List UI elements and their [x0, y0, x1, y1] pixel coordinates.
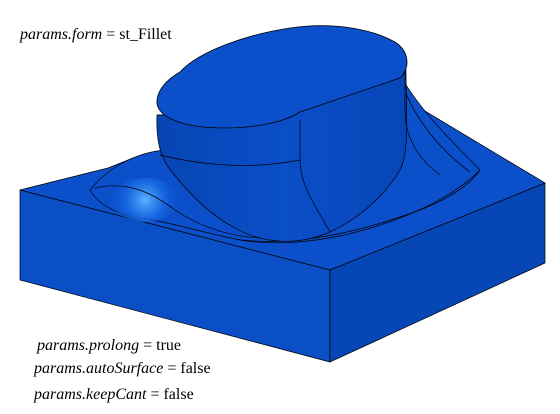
- param-prolong-equals: =: [143, 337, 153, 354]
- boss-top-face: [156, 25, 408, 129]
- param-form-label: params.form = st_Fillet: [20, 25, 172, 45]
- param-form-value: st_Fillet: [119, 26, 172, 43]
- param-keepcant-label: params.keepCant = false: [34, 385, 194, 405]
- param-prolong-name: params.prolong: [37, 337, 140, 354]
- param-keepcant-name: params.keepCant: [34, 386, 147, 403]
- param-form-equals: =: [106, 26, 116, 43]
- param-keepcant-equals: =: [150, 386, 160, 403]
- fillet-highlight: [111, 178, 179, 222]
- param-autosurface-name: params.autoSurface: [34, 360, 164, 377]
- param-prolong-value: true: [156, 337, 181, 354]
- param-autosurface-label: params.autoSurface = false: [34, 359, 211, 379]
- boss-flare-line: [159, 154, 301, 166]
- param-autosurface-equals: =: [167, 360, 177, 377]
- param-keepcant-value: false: [163, 386, 194, 403]
- boss-seam-right: [404, 65, 441, 176]
- param-form-name: params.form: [20, 26, 103, 43]
- param-autosurface-value: false: [180, 360, 211, 377]
- fillet-edge-inner: [94, 185, 281, 239]
- param-prolong-label: params.prolong = true: [37, 336, 181, 356]
